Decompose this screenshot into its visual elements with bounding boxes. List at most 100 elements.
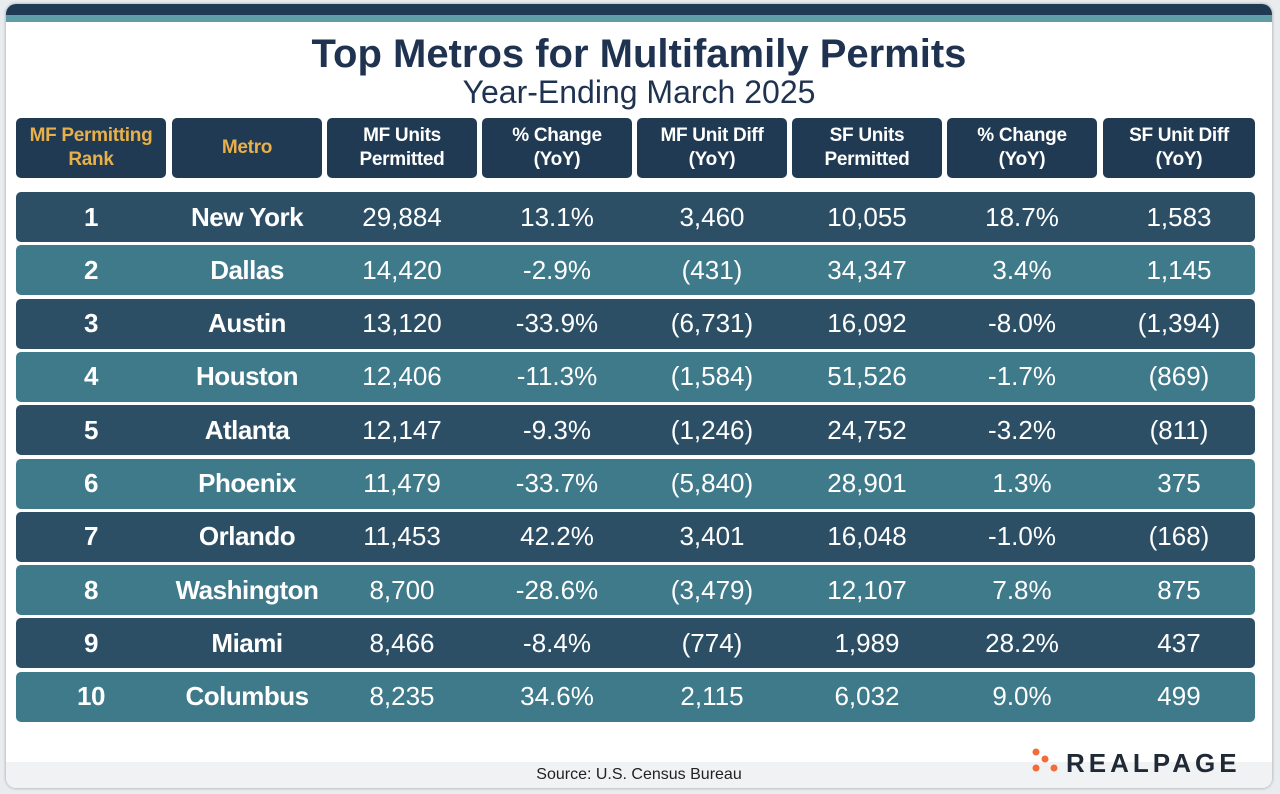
table-cell: 10 <box>77 681 105 712</box>
table-cell: 18.7% <box>985 201 1059 232</box>
table-cell: 16,048 <box>827 521 907 552</box>
table-cell: Columbus <box>185 681 309 712</box>
footer-band <box>6 762 1272 788</box>
table-cell: -9.3% <box>523 414 591 445</box>
table-cell: (811) <box>1149 414 1209 445</box>
table-cell: 12,147 <box>362 414 442 445</box>
table-cell: -1.0% <box>988 521 1056 552</box>
table-cell: 2 <box>84 254 98 285</box>
table-cell: -33.7% <box>515 468 599 498</box>
table-cell: 1,989 <box>834 627 900 658</box>
table-cell: (3,479) <box>670 574 754 605</box>
table-cell: 875 <box>1157 574 1201 605</box>
table-row <box>16 458 1255 509</box>
table-cell: 7 <box>84 521 98 552</box>
table-row <box>16 192 1255 242</box>
table-cell: 1,145 <box>1146 254 1212 285</box>
table-cell: 14,420 <box>362 254 442 285</box>
table-cell: Atlanta <box>204 414 290 445</box>
table-row <box>16 671 1255 722</box>
table-cell: 437 <box>1157 627 1201 658</box>
table-cell: 24,752 <box>827 414 907 445</box>
table-row <box>16 405 1255 456</box>
table-cell: Dallas <box>210 254 284 285</box>
column-header: MF Units Permitted <box>327 118 477 178</box>
table-cell: 8,466 <box>369 627 435 658</box>
table-cell: -33.9% <box>515 308 599 339</box>
table-cell: (168) <box>1148 521 1210 552</box>
table-cell: 11,453 <box>363 521 441 552</box>
table-cell: 375 <box>1157 468 1201 498</box>
table-row <box>16 351 1255 402</box>
card: Top Metros for Multifamily Permits Year-… <box>6 4 1272 788</box>
table-cell: 16,092 <box>827 308 907 339</box>
table-cell: New York <box>190 201 304 232</box>
table-cell: 51,526 <box>827 361 907 392</box>
table-cell: 34.6% <box>520 681 594 712</box>
table-cell: 8 <box>84 574 98 605</box>
table-cell: 28,901 <box>827 468 907 498</box>
table-cell: (1,246) <box>670 414 754 445</box>
table-cell: (869) <box>1148 361 1210 392</box>
table-cell: -3.2% <box>988 414 1056 445</box>
table-cell: 13,120 <box>362 308 442 339</box>
column-header: % Change (YoY) <box>947 118 1097 178</box>
subtitle: Year-Ending March 2025 <box>462 74 816 110</box>
table-cell: 4 <box>84 361 98 392</box>
table-cell: (6,731) <box>670 308 754 339</box>
table-row <box>16 245 1255 296</box>
table-cell: 1,583 <box>1146 201 1212 232</box>
table-cell: 5 <box>84 414 98 445</box>
table-cell: 8,700 <box>369 574 435 605</box>
table-cell: 34,347 <box>827 254 907 285</box>
table-cell: 3 <box>84 308 98 339</box>
table-cell: 2,115 <box>680 681 744 712</box>
table-cell: Houston <box>196 361 298 392</box>
table-cell: Austin <box>208 308 286 339</box>
table-cell: Washington <box>175 574 319 605</box>
table-cell: -2.9% <box>523 254 591 285</box>
table-cell: 28.2% <box>985 627 1059 658</box>
logo-dots <box>1032 748 1058 772</box>
table-cell: -8.0% <box>988 308 1056 339</box>
table-cell: Miami <box>211 627 283 658</box>
source: Source: U.S. Census Bureau <box>536 766 742 783</box>
table-row <box>16 618 1255 669</box>
table-row <box>16 511 1255 562</box>
table-cell: 3.4% <box>992 254 1052 285</box>
logo: REALPAGE <box>1066 748 1241 778</box>
table-row <box>16 298 1255 349</box>
table-cell: 10,055 <box>827 201 907 232</box>
column-header: Metro <box>172 118 322 178</box>
top-bar <box>6 4 1272 22</box>
table-cell: 12,107 <box>827 574 907 605</box>
table-cell: -11.3% <box>516 361 598 392</box>
column-header: % Change (YoY) <box>482 118 632 178</box>
table-cell: (5,840) <box>670 468 754 498</box>
table-cell: (431) <box>681 254 743 285</box>
table-cell: (774) <box>681 627 743 658</box>
table-cell: -28.6% <box>515 574 599 605</box>
table-cell: (1,394) <box>1137 308 1221 339</box>
column-header: MF Permitting Rank <box>16 118 166 178</box>
table-cell: 9.0% <box>992 681 1052 712</box>
table-cell: 12,406 <box>362 361 442 392</box>
table-cell: Phoenix <box>198 468 296 498</box>
column-header: MF Unit Diff (YoY) <box>637 118 787 178</box>
table-cell: 9 <box>84 627 98 658</box>
table-cell: 499 <box>1157 681 1201 712</box>
table-cell: 11,479 <box>363 468 441 498</box>
table-cell: 3,460 <box>679 201 745 232</box>
table-cell: -8.4% <box>523 627 591 658</box>
table-row <box>16 565 1255 616</box>
table-cell: -1.7% <box>988 361 1056 392</box>
table-cell: 7.8% <box>992 574 1052 605</box>
table-cell: 3,401 <box>679 521 745 552</box>
column-header: SF Units Permitted <box>792 118 942 178</box>
table-cell: 1 <box>84 201 98 232</box>
table-cell: 8,235 <box>369 681 435 712</box>
table-cell: Orlando <box>198 521 296 552</box>
table-cell: 1.3% <box>992 468 1052 498</box>
table-cell: 13.1% <box>520 201 594 232</box>
